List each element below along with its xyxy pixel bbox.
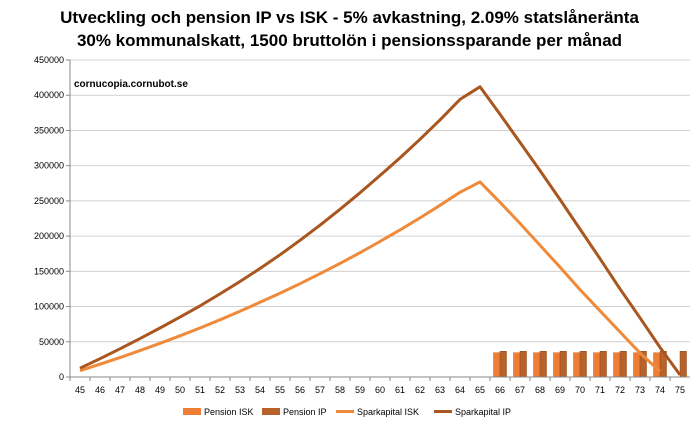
bar-series-group: [493, 351, 687, 378]
x-tick-label-52: 52: [215, 385, 225, 395]
y-tick-label-200000: 200000: [34, 231, 64, 241]
line-sparkapital-ip: [79, 85, 682, 376]
x-axis-ticks: 45 46 47 48 49 50 51 52 53 54 55 56 57 58 59 60 61 62 63 64…: [75, 385, 685, 395]
legend-label-pension-isk: Pension ISK: [204, 407, 254, 417]
bar-pension-ip-69: [559, 351, 567, 378]
gridlines: [70, 59, 690, 343]
x-tick-label-56: 56: [295, 385, 305, 395]
bar-pension-isk-71: [593, 352, 601, 378]
x-tick-label-51: 51: [195, 385, 205, 395]
y-tick-label-400000: 400000: [34, 90, 64, 100]
x-tick-label-47: 47: [115, 385, 125, 395]
x-tick-label-71: 71: [595, 385, 605, 395]
legend-label-pension-ip: Pension IP: [283, 407, 327, 417]
x-tick-label-68: 68: [535, 385, 545, 395]
x-tick-label-58: 58: [335, 385, 345, 395]
x-tick-label-45: 45: [75, 385, 85, 395]
x-tick-label-50: 50: [175, 385, 185, 395]
bar-pension-ip-68: [539, 351, 547, 378]
x-tick-label-70: 70: [575, 385, 585, 395]
legend-swatch-pension-isk: [183, 408, 201, 415]
x-tick-label-67: 67: [515, 385, 525, 395]
x-tick-label-72: 72: [615, 385, 625, 395]
x-tick-label-59: 59: [355, 385, 365, 395]
x-tick-label-73: 73: [635, 385, 645, 395]
y-tick-label-100000: 100000: [34, 302, 64, 312]
chart-title-line-1: Utveckling och pension IP vs ISK - 5% av…: [60, 8, 639, 27]
bar-pension-ip-75: [679, 351, 687, 378]
x-tick-label-60: 60: [375, 385, 385, 395]
x-tick-label-75: 75: [675, 385, 685, 395]
bar-pension-isk-68: [533, 352, 541, 378]
x-tick-label-57: 57: [315, 385, 325, 395]
source-annotation: cornucopia.cornubot.se: [74, 79, 188, 90]
bar-pension-isk-70: [573, 352, 581, 378]
bar-pension-ip-66: [499, 351, 507, 378]
y-tick-label-450000: 450000: [34, 55, 64, 65]
bar-pension-ip-71: [599, 351, 607, 378]
bar-pension-isk-73: [633, 352, 641, 378]
line-series-group: [79, 85, 682, 376]
bar-pension-ip-70: [579, 351, 587, 378]
y-tick-label-250000: 250000: [34, 196, 64, 206]
legend: Pension ISK Pension IP Sparkapital ISK Spar…: [183, 407, 511, 417]
x-tick-label-65: 65: [475, 385, 485, 395]
line-sparkapital-isk: [79, 180, 662, 373]
x-tick-label-74: 74: [655, 385, 665, 395]
y-tick-label-150000: 150000: [34, 266, 64, 276]
x-tick-label-66: 66: [495, 385, 505, 395]
x-tick-label-53: 53: [235, 385, 245, 395]
chart-title-line-2: 30% kommunalskatt, 1500 bruttolön i pens…: [76, 31, 623, 50]
x-tick-label-62: 62: [415, 385, 425, 395]
bar-pension-ip-67: [519, 351, 527, 378]
y-tick-label-0: 0: [59, 372, 64, 382]
x-tick-label-54: 54: [255, 385, 265, 395]
y-tick-label-50000: 50000: [39, 337, 64, 347]
y-tick-label-350000: 350000: [34, 125, 64, 135]
x-tick-label-69: 69: [555, 385, 565, 395]
bar-pension-isk-69: [553, 352, 561, 378]
bar-pension-ip-72: [619, 351, 627, 378]
y-axis-ticks: 0 50000 100000 150000 200000 250000 300000 3500…: [34, 55, 64, 382]
legend-swatch-pension-ip: [262, 408, 280, 415]
bar-pension-isk-66: [493, 352, 501, 378]
x-tick-label-64: 64: [455, 385, 465, 395]
x-tick-label-61: 61: [395, 385, 405, 395]
axes: [66, 59, 690, 381]
bar-pension-isk-72: [613, 352, 621, 378]
legend-label-sparkapital-isk: Sparkapital ISK: [357, 407, 419, 417]
x-tick-label-46: 46: [95, 385, 105, 395]
x-tick-label-49: 49: [155, 385, 165, 395]
x-tick-label-63: 63: [435, 385, 445, 395]
bar-pension-isk-67: [513, 352, 521, 378]
x-tick-label-48: 48: [135, 385, 145, 395]
x-tick-label-55: 55: [275, 385, 285, 395]
legend-label-sparkapital-ip: Sparkapital IP: [455, 407, 511, 417]
y-tick-label-300000: 300000: [34, 161, 64, 171]
